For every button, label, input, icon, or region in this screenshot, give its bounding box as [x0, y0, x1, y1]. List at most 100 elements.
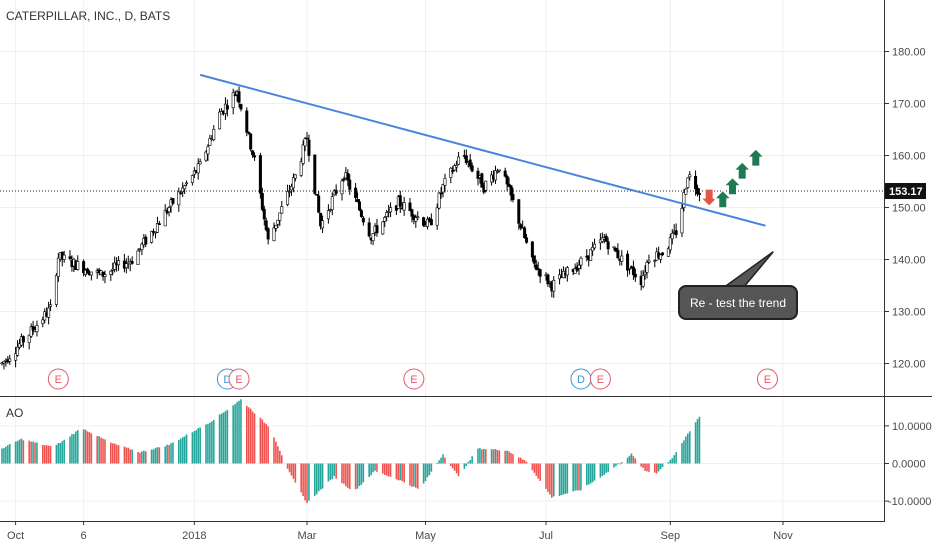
- candle-body: [697, 193, 701, 195]
- candle-body: [371, 233, 375, 241]
- candle-body: [21, 336, 25, 343]
- ao-bar: [220, 413, 223, 464]
- ao-bar: [3, 448, 5, 464]
- candle-body: [286, 191, 290, 205]
- ao-bar: [212, 420, 215, 464]
- candle-body: [589, 249, 593, 262]
- ao-bar: [28, 440, 30, 464]
- ao-bar: [630, 453, 633, 464]
- trend-line[interactable]: [199, 73, 766, 227]
- ao-bar: [306, 463, 308, 504]
- ao-bar: [113, 443, 116, 464]
- ao-bar: [613, 463, 615, 468]
- ao-bar: [523, 460, 526, 464]
- candle-body: [530, 241, 534, 258]
- ao-bar: [193, 431, 196, 464]
- candle-body: [457, 156, 461, 165]
- ao-bar: [205, 424, 207, 464]
- ao-bar: [329, 463, 332, 480]
- candle-body: [249, 133, 253, 150]
- candle-body: [208, 138, 212, 146]
- ao-bar: [321, 463, 324, 489]
- candle-body: [266, 228, 270, 240]
- ao-bar: [69, 436, 71, 464]
- candle-body: [579, 257, 583, 266]
- candle-body: [303, 138, 307, 147]
- up-arrow-icon[interactable]: [723, 176, 742, 196]
- ao-axis-label: -10.0000: [888, 496, 931, 508]
- earnings-marker[interactable]: E: [589, 368, 611, 390]
- callout-annotation[interactable]: Re - test the trend: [678, 251, 798, 320]
- ao-bar: [426, 463, 429, 478]
- ao-bar: [232, 405, 234, 464]
- candle-body: [278, 212, 282, 221]
- time-axis-label: 2018: [182, 530, 206, 542]
- ao-bar: [397, 463, 400, 481]
- earnings-marker[interactable]: E: [228, 368, 250, 390]
- time-axis-label: 6: [81, 530, 87, 542]
- candle-body: [54, 275, 58, 305]
- candle-body: [674, 230, 678, 236]
- candle-body: [593, 243, 597, 249]
- ao-bar: [430, 463, 433, 472]
- up-arrow-icon[interactable]: [732, 161, 752, 180]
- ao-bar: [290, 463, 293, 476]
- dividend-marker[interactable]: D: [570, 368, 592, 390]
- ao-bar: [7, 445, 9, 464]
- candle-body: [468, 159, 472, 167]
- candle-body: [451, 169, 455, 172]
- ao-bar: [90, 433, 93, 464]
- candle-body: [177, 191, 181, 206]
- ao-bar: [578, 463, 580, 491]
- ao-bar: [88, 432, 91, 464]
- earnings-marker[interactable]: E: [756, 368, 778, 390]
- ao-bar: [304, 463, 306, 501]
- candle-body: [443, 178, 447, 186]
- ao-bar: [211, 421, 213, 464]
- ao-bar: [308, 463, 310, 501]
- earnings-marker[interactable]: E: [403, 368, 425, 390]
- ao-bar: [387, 463, 390, 477]
- price-axis-label: 140.00: [892, 255, 926, 267]
- up-arrow-icon[interactable]: [713, 189, 732, 209]
- ao-bar: [675, 452, 677, 464]
- ao-bar: [41, 444, 44, 464]
- ao-bar: [566, 463, 569, 494]
- ao-bar: [551, 463, 553, 498]
- event-marker-label: E: [55, 374, 62, 386]
- candle-body: [523, 227, 527, 239]
- ao-bar: [372, 463, 374, 473]
- ao-bar: [156, 447, 159, 464]
- drawing-overlay[interactable]: Re - test the trend: [0, 73, 884, 320]
- ao-bar: [547, 463, 549, 492]
- earnings-marker[interactable]: E: [47, 368, 69, 390]
- candle-body: [381, 221, 385, 235]
- ao-bar: [519, 457, 522, 464]
- time-axis-label: Oct: [7, 530, 24, 542]
- candle-body: [313, 154, 317, 194]
- ao-bar: [628, 455, 631, 464]
- ao-bar: [179, 438, 182, 464]
- ao-bar: [277, 446, 279, 464]
- ao-bar: [615, 463, 617, 467]
- candle-body: [218, 111, 222, 130]
- ao-bar: [137, 451, 139, 464]
- ao-bar: [117, 445, 120, 464]
- up-arrow-icon[interactable]: [746, 148, 766, 167]
- ao-bar: [593, 463, 596, 481]
- candle-body: [163, 210, 167, 227]
- ao-bar: [490, 449, 493, 464]
- time-axis-label: Nov: [773, 530, 793, 542]
- candle-body: [307, 139, 311, 156]
- candle-body: [606, 241, 610, 250]
- ao-bar: [181, 437, 184, 464]
- candle-body: [517, 199, 521, 224]
- candle-body: [536, 268, 540, 270]
- candle-body: [505, 176, 509, 185]
- ao-bar: [131, 449, 133, 464]
- ao-bar: [127, 447, 130, 464]
- candle-body: [27, 334, 31, 343]
- ao-bar: [224, 411, 227, 464]
- candle-body: [2, 360, 6, 364]
